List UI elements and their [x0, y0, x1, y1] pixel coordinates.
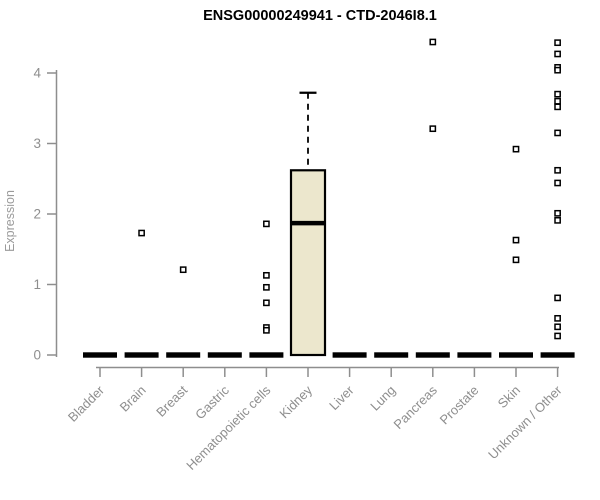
- box-kidney: [289, 169, 327, 357]
- outlier-point-unknown-other: [554, 216, 561, 224]
- outlier-point-unknown-other: [554, 50, 561, 58]
- category-label-unknown-other: Unknown / Other: [485, 382, 565, 462]
- zero-box-bladder: [83, 352, 117, 358]
- zero-box-breast: [166, 352, 201, 358]
- outlier-point-skin: [512, 236, 520, 244]
- y-tick-label: 3: [33, 136, 41, 151]
- zero-box-skin: [499, 352, 533, 358]
- category-label-liver: Liver: [326, 382, 357, 413]
- outlier-point-unknown-other: [554, 90, 561, 98]
- zero-box-liver: [332, 352, 367, 358]
- zero-box-prostate: [457, 352, 492, 358]
- outlier-point-unknown-other: [554, 97, 561, 105]
- outlier-point-skin: [512, 256, 520, 264]
- zero-box-lung: [374, 352, 409, 358]
- outlier-point-unknown-other: [554, 332, 561, 340]
- outlier-point-unknown-other: [554, 179, 561, 187]
- zero-box-gastric: [207, 352, 242, 358]
- outlier-point-unknown-other: [554, 103, 561, 111]
- y-tick-label: 1: [33, 277, 41, 292]
- outlier-point-unknown-other: [554, 323, 561, 331]
- chart-title: ENSG00000249941 - CTD-2046I8.1: [203, 8, 437, 24]
- y-tick-label: 2: [33, 207, 41, 222]
- outlier-point-unknown-other: [554, 209, 561, 217]
- outlier-point-hematopoietic-cells: [263, 326, 270, 334]
- outlier-point-breast: [179, 266, 187, 274]
- outlier-point-unknown-other: [554, 294, 561, 302]
- outlier-point-hematopoietic-cells: [263, 299, 270, 307]
- zero-box-unknown-other: [540, 352, 575, 358]
- category-label-skin: Skin: [495, 383, 523, 411]
- outlier-point-unknown-other: [554, 66, 561, 74]
- category-label-bladder: Bladder: [65, 382, 108, 425]
- outlier-point-hematopoietic-cells: [263, 271, 270, 279]
- outlier-point-pancreas: [429, 38, 437, 46]
- category-label-breast: Breast: [153, 382, 190, 419]
- outlier-point-hematopoietic-cells: [263, 220, 270, 228]
- y-tick-label: 4: [33, 66, 41, 81]
- zero-box-brain: [124, 352, 159, 358]
- category-label-gastric: Gastric: [192, 382, 232, 422]
- outlier-point-brain: [138, 229, 145, 237]
- outlier-point-unknown-other: [554, 166, 561, 174]
- outlier-point-skin: [512, 145, 520, 153]
- category-label-pancreas: Pancreas: [390, 382, 440, 432]
- category-label-prostate: Prostate: [437, 383, 482, 428]
- outlier-point-unknown-other: [554, 129, 561, 137]
- outlier-point-unknown-other: [554, 39, 561, 47]
- zero-box-hematopoietic-cells: [249, 352, 284, 358]
- outlier-point-pancreas: [429, 125, 437, 133]
- category-label-brain: Brain: [117, 383, 149, 415]
- category-label-kidney: Kidney: [276, 382, 315, 421]
- outlier-point-hematopoietic-cells: [263, 283, 270, 291]
- category-label-lung: Lung: [367, 383, 398, 414]
- y-tick-label: 0: [33, 348, 41, 363]
- outlier-point-unknown-other: [554, 314, 561, 322]
- zero-box-pancreas: [415, 352, 450, 358]
